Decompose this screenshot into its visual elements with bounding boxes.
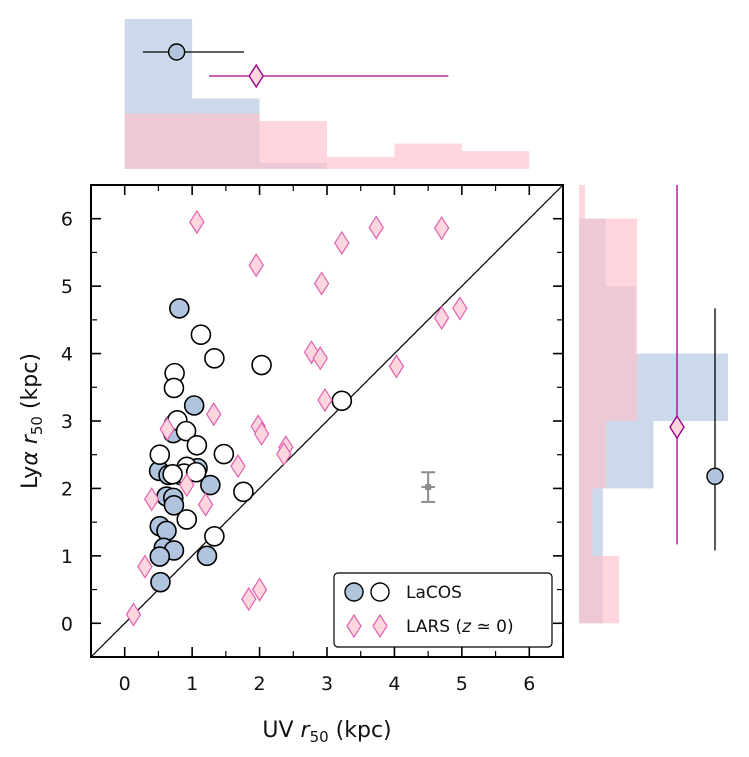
lacos-open-point	[162, 463, 183, 485]
lacos-filled-point	[163, 494, 185, 516]
lacos-open-point	[204, 347, 225, 369]
lars-point	[241, 586, 257, 612]
lars-point	[137, 554, 153, 579]
lars-point	[253, 421, 270, 446]
lacos-open-point	[190, 324, 212, 345]
lars-point	[433, 305, 450, 330]
top-hist-bar-lars	[327, 157, 395, 169]
lacos-open-point	[213, 443, 235, 465]
lars-point	[230, 454, 246, 479]
lars-point	[334, 230, 350, 256]
legend: LaCOS LARS (z ≃ 0)	[333, 572, 553, 648]
y-tick-label: 3	[61, 411, 73, 433]
legend-lars-marker	[372, 613, 388, 639]
lacos-open-point	[233, 481, 254, 503]
legend-label-lacos: LaCOS	[406, 583, 462, 603]
top-hist-bar-lars	[259, 121, 327, 169]
lacos-filled-point	[183, 395, 205, 416]
right-hist-bar-lars	[579, 421, 606, 489]
legend-lacos-open-marker	[370, 582, 390, 602]
top-median-lacos	[167, 43, 186, 61]
lacos-open-point	[186, 434, 208, 456]
lars-point	[197, 492, 214, 517]
lars-point	[317, 387, 333, 413]
lacos-open-point	[176, 509, 198, 530]
x-tick-label: 1	[186, 673, 198, 695]
right-median-lacos	[706, 467, 724, 485]
scatter-plot: 0 1 2 3 4 5 6 0 1 2 3 4 5 6	[61, 184, 564, 695]
x-tick-label: 0	[119, 673, 131, 695]
lacos-open-point	[204, 526, 225, 547]
x-tick-label: 5	[456, 673, 468, 695]
x-axis-label: UV r50 (kpc)	[262, 718, 391, 746]
lacos-open-point	[185, 461, 207, 483]
right-hist-bar-lars	[579, 555, 620, 624]
right-hist-bar-lars	[579, 218, 638, 287]
lars-point	[368, 215, 384, 240]
x-tick-label: 3	[321, 673, 333, 695]
y-tick-label: 5	[61, 276, 73, 298]
lars-point	[248, 253, 264, 278]
lars-point	[179, 472, 195, 498]
lacos-filled-point	[200, 474, 221, 496]
legend-label-lars: LARS (z ≃ 0)	[406, 617, 514, 637]
lars-point	[159, 416, 175, 442]
lacos-open-point	[163, 377, 185, 399]
y-tick-label: 2	[61, 478, 73, 500]
top-median-lars	[248, 63, 265, 89]
y-tick-label: 4	[61, 344, 73, 366]
right-hist-bar-lars	[579, 286, 638, 354]
x-tick-label: 2	[254, 673, 266, 695]
y-axis-label: Lyα r50 (kpc)	[18, 353, 46, 489]
legend-lars-marker	[346, 613, 362, 639]
lars-point	[388, 354, 405, 379]
lars-point	[125, 602, 142, 627]
right-hist-bar-lars	[579, 488, 593, 556]
right-median-lars	[669, 414, 685, 440]
right-hist-bar-lars	[579, 353, 638, 421]
y-tick-label: 1	[61, 546, 73, 568]
lacos-filled-point	[156, 520, 177, 542]
lacos-filled-point	[149, 546, 171, 567]
lars-point	[313, 271, 330, 296]
top-hist-bar-lars	[461, 151, 530, 169]
lacos-open-point	[175, 420, 197, 442]
lacos-open-point	[149, 444, 171, 466]
lars-point	[143, 487, 160, 512]
y-tick-label: 6	[61, 209, 73, 231]
lars-point	[189, 209, 205, 235]
right-hist-bar-lars	[579, 185, 585, 219]
top-hist-bar-lars	[192, 113, 260, 169]
lars-point	[276, 441, 292, 467]
data-points	[90, 184, 564, 658]
typical-error-marker	[425, 484, 432, 491]
y-tick-label: 0	[61, 613, 73, 635]
lars-point	[206, 402, 222, 427]
x-tick-label: 4	[388, 673, 400, 695]
lars-point	[312, 346, 328, 371]
lacos-open-point	[251, 354, 272, 376]
axis-ticks: 0 1 2 3 4 5 6 0 1 2 3 4 5 6	[61, 184, 564, 695]
top-hist-bar-lars	[124, 113, 193, 169]
lars-point	[251, 577, 268, 602]
right-histogram	[579, 185, 728, 624]
lacos-filled-point	[150, 571, 171, 593]
top-hist-bar-lars	[394, 143, 462, 169]
lars-point	[452, 296, 468, 321]
x-tick-label: 6	[523, 673, 535, 695]
lacos-open-point	[331, 390, 353, 412]
top-histogram	[124, 19, 530, 169]
lacos-filled-point	[196, 545, 218, 567]
lars-point	[433, 216, 450, 241]
legend-lacos-filled-marker	[344, 582, 364, 602]
lacos-filled-point	[169, 298, 190, 319]
